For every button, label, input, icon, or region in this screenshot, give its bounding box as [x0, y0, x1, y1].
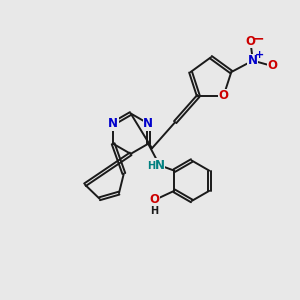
- Text: N: N: [143, 117, 153, 130]
- Text: H: H: [150, 206, 158, 216]
- Text: H: H: [147, 161, 155, 171]
- Text: O: O: [150, 194, 160, 206]
- Text: O: O: [267, 59, 277, 73]
- Text: +: +: [255, 50, 264, 60]
- Text: N: N: [154, 159, 165, 172]
- Text: N: N: [248, 54, 258, 67]
- Text: O: O: [245, 35, 255, 48]
- Text: −: −: [253, 31, 265, 45]
- Text: O: O: [218, 89, 229, 103]
- Text: N: N: [108, 117, 118, 130]
